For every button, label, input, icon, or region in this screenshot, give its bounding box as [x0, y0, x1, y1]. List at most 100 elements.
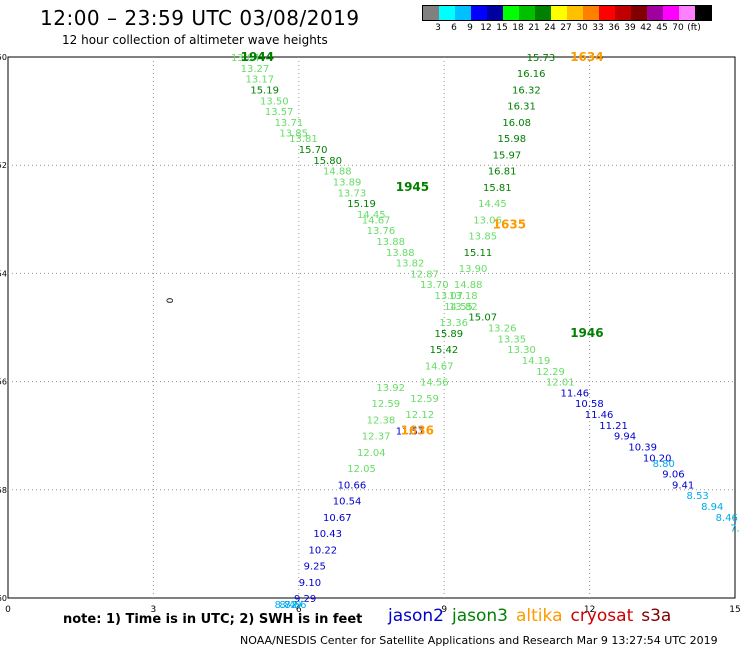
wave-height-value: 13.70: [420, 280, 449, 291]
wave-height-value: 14.88: [323, 167, 352, 178]
wave-height-value: 12.59: [410, 394, 439, 405]
wave-height-value: 13.30: [507, 345, 536, 356]
wave-height-value: 12.38: [367, 415, 396, 426]
wave-height-value: 12.87: [410, 269, 439, 280]
wave-height-value: 13.17: [245, 75, 274, 86]
wave-height-value: 8.46: [716, 513, 738, 524]
color-scale-legend: 3 6 9 12 15 18 21 24 27 30 33 36 39 42 45 70 (ft): [422, 5, 712, 35]
wave-height-value: 14.67: [362, 215, 391, 226]
wave-height-value: 13.88: [386, 248, 415, 259]
wave-height-value: 13.89: [333, 177, 362, 188]
wave-height-value: 16.31: [507, 102, 536, 113]
wave-height-value: 14.67: [425, 361, 454, 372]
wave-height-value: 14.55: [444, 302, 473, 313]
pass-time-label: 1944: [241, 50, 274, 64]
wave-height-value: 11.46: [585, 410, 614, 421]
pass-time-label: 1946: [570, 326, 603, 340]
pass-time-label: 1634: [570, 50, 603, 64]
wave-height-value: 11.46: [561, 388, 590, 399]
color-swatch: [583, 6, 599, 20]
wave-height-value: 13.85: [279, 129, 308, 140]
color-scale-label: 70: [672, 23, 684, 33]
chart-title: 12:00 – 23:59 UTC 03/08/2019: [40, 6, 360, 30]
wave-height-value: 11.21: [599, 421, 628, 432]
wave-height-value: 16.32: [512, 85, 541, 96]
color-scale-label: 30: [576, 23, 588, 33]
wave-height-value: 13.82: [449, 302, 478, 313]
x-tick-label: 15: [729, 605, 740, 615]
wave-height-value: 10.66: [338, 480, 367, 491]
wave-height-value: 12.59: [372, 399, 401, 410]
satellite-label: jason2: [388, 606, 444, 626]
wave-height-value: 13.76: [367, 226, 396, 237]
color-swatch: [663, 6, 679, 20]
footer-credit: NOAA/NESDIS Center for Satellite Applica…: [240, 634, 718, 647]
color-swatch: [471, 6, 487, 20]
wave-height-value: 10.20: [643, 453, 672, 464]
color-scale-label: 3: [435, 23, 441, 33]
y-tick-label: -54: [0, 269, 7, 278]
wave-height-value: 13.92: [376, 383, 405, 394]
wave-height-value: 9.25: [304, 562, 326, 573]
wave-height-value: 15.07: [468, 313, 497, 324]
color-swatch: [615, 6, 631, 20]
wave-height-value: 8.49: [279, 600, 301, 611]
wave-height-value: 13.71: [275, 118, 304, 129]
pass-time-label: 1635: [493, 218, 526, 232]
footer-note: note: 1) Time is in UTC; 2) SWH is in fe…: [63, 612, 363, 627]
satellite-label: s3a: [641, 606, 672, 626]
wave-height-value: 10.67: [323, 513, 352, 524]
satellite-label: altika: [516, 606, 563, 626]
wave-height-value: 8.53: [687, 491, 709, 502]
satellite-label: jason3: [452, 606, 508, 626]
color-swatch: [679, 6, 695, 20]
wave-height-value: 13.90: [459, 264, 488, 275]
color-scale-label: 15: [496, 23, 508, 33]
color-swatch: [487, 6, 503, 20]
wave-height-value: 16.16: [517, 69, 546, 80]
color-scale-label: 36: [608, 23, 620, 33]
wave-height-value: 8.72: [275, 600, 297, 611]
color-swatch: [439, 6, 455, 20]
color-swatch: [551, 6, 567, 20]
wave-height-value: 13.35: [498, 334, 527, 345]
wave-height-value: 15.42: [430, 345, 459, 356]
y-tick-label: -56: [0, 378, 7, 387]
wave-height-value: 13.27: [241, 64, 270, 75]
y-tick-label: -50: [0, 53, 7, 62]
x-tick-label: 3: [151, 605, 157, 615]
wave-height-value: 13.81: [289, 134, 318, 145]
wave-height-value: 11.57: [396, 426, 425, 437]
wave-height-value: 12.29: [536, 367, 565, 378]
wave-height-value: 7.6: [730, 524, 740, 535]
color-scale-label: 24: [544, 23, 556, 33]
x-tick-label: 12: [584, 605, 595, 615]
wave-height-value: 15.98: [498, 134, 527, 145]
color-swatch: [567, 6, 583, 20]
wave-height-value: 13.50: [260, 96, 289, 107]
zero-label: 0: [166, 297, 176, 303]
wave-height-value: 14.45: [357, 210, 386, 221]
color-scale-label: (ft): [687, 23, 701, 33]
color-scale-label: 33: [592, 23, 604, 33]
wave-height-value: 14.88: [454, 280, 483, 291]
color-swatch: [631, 6, 647, 20]
wave-height-value: 16.08: [502, 118, 531, 129]
wave-height-value: 12.05: [347, 464, 376, 475]
color-scale-label: 6: [451, 23, 457, 33]
wave-height-value: 9.94: [614, 432, 636, 443]
satellite-label: cryosat: [570, 606, 634, 626]
color-swatch: [695, 6, 711, 20]
wave-height-value: 14.45: [478, 199, 507, 210]
wave-height-value: 8.80: [653, 459, 675, 470]
wave-height-value: 9.10: [299, 578, 321, 589]
wave-height-value: 12.12: [405, 410, 434, 421]
color-swatch: [519, 6, 535, 20]
wave-height-value: 15.80: [313, 156, 342, 167]
x-tick-label: 9: [441, 605, 447, 615]
wave-height-value: 13.82: [396, 259, 425, 270]
wave-height-value: 9.29: [294, 594, 316, 605]
wave-height-value: 14.19: [522, 356, 551, 367]
color-scale-label: 9: [467, 23, 473, 33]
